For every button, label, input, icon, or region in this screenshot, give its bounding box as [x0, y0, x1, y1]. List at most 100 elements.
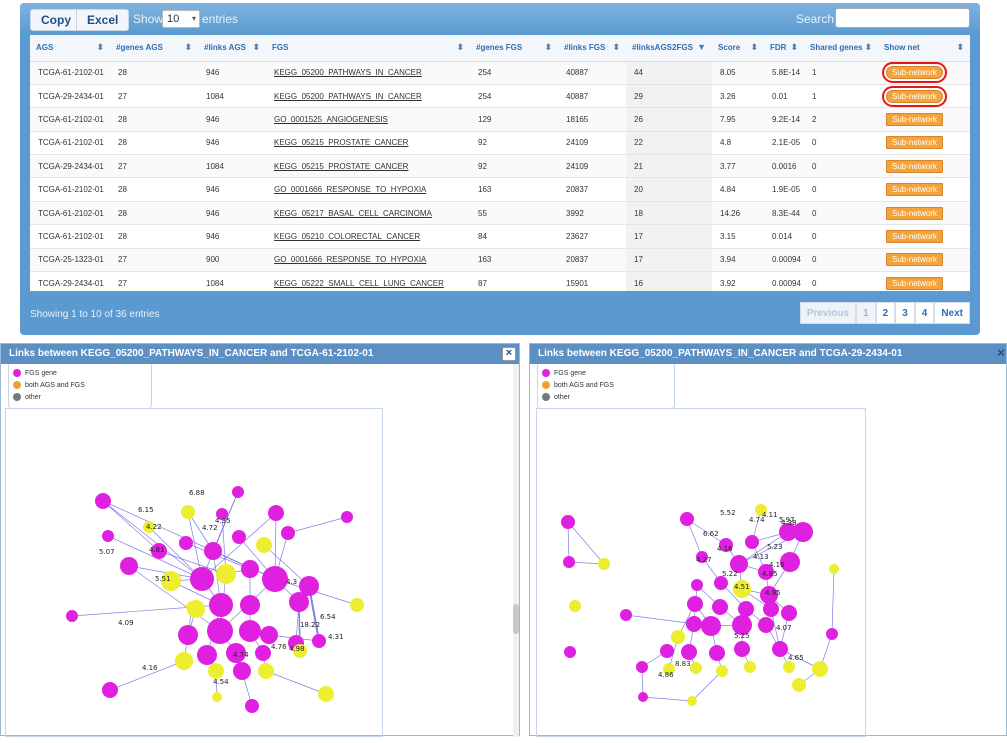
sub-network-button[interactable]: Sub-network — [886, 276, 943, 290]
column-header[interactable]: FDR ⬍ — [764, 35, 804, 62]
fgs-gene-node[interactable] — [262, 566, 288, 592]
network-edge[interactable] — [128, 565, 203, 580]
ags-gene-node[interactable] — [212, 692, 222, 702]
ags-gene-node[interactable] — [755, 504, 767, 516]
network-edge[interactable] — [201, 491, 239, 580]
ags-gene-node[interactable] — [256, 537, 272, 553]
close-icon[interactable]: × — [997, 345, 1005, 360]
fgs-gene-node[interactable] — [268, 505, 284, 521]
column-header[interactable]: #links FGS ⬍ — [558, 35, 626, 62]
network-edge[interactable] — [158, 550, 227, 575]
ags-gene-node[interactable] — [143, 521, 155, 533]
fgs-gene-node[interactable] — [563, 556, 575, 568]
fgs-gene-node[interactable] — [216, 508, 228, 520]
fgs-gene-node[interactable] — [826, 628, 838, 640]
ags-gene-node[interactable] — [216, 564, 236, 584]
sub-network-button[interactable]: Sub-network — [886, 136, 943, 150]
fgs-gene-node[interactable] — [233, 662, 251, 680]
fgs-gene-node[interactable] — [564, 646, 576, 658]
fgs-gene-node[interactable] — [561, 515, 575, 529]
fgs-gene-node[interactable] — [772, 641, 788, 657]
fgs-gene-node[interactable] — [232, 486, 244, 498]
fgs-gene-node[interactable] — [151, 543, 167, 559]
cell-fgs[interactable]: KEGG_05217_BASAL_CELL_CARCINOMA — [266, 201, 470, 226]
fgs-gene-node[interactable] — [197, 645, 217, 665]
fgs-gene-node[interactable] — [260, 626, 278, 644]
cell-fgs[interactable]: KEGG_05215_PROSTATE_CANCER — [266, 131, 470, 156]
column-header[interactable]: #genes AGS ⬍ — [110, 35, 198, 62]
fgs-gene-node[interactable] — [681, 644, 697, 660]
fgs-gene-node[interactable] — [781, 605, 797, 621]
column-header[interactable]: Shared genes ⬍ — [804, 35, 878, 62]
ags-gene-node[interactable] — [829, 564, 839, 574]
ags-gene-node[interactable] — [690, 662, 702, 674]
column-header[interactable]: Show net ⬍ — [878, 35, 970, 62]
column-header[interactable]: FGS ⬍ — [266, 35, 470, 62]
fgs-gene-node[interactable] — [190, 567, 214, 591]
sub-network-button[interactable]: Sub-network — [882, 85, 947, 107]
fgs-gene-node[interactable] — [714, 576, 728, 590]
fgs-gene-node[interactable] — [204, 542, 222, 560]
fgs-gene-node[interactable] — [732, 615, 752, 635]
sub-network-button[interactable]: Sub-network — [886, 229, 943, 243]
fgs-gene-node[interactable] — [709, 645, 725, 661]
search-input[interactable] — [835, 8, 970, 28]
fgs-gene-node[interactable] — [793, 522, 813, 542]
network-edge[interactable] — [109, 660, 185, 691]
sub-network-button[interactable]: Sub-network — [886, 183, 943, 197]
fgs-gene-node[interactable] — [738, 601, 754, 617]
excel-button[interactable]: Excel — [76, 9, 130, 31]
network-edge[interactable] — [686, 518, 727, 546]
fgs-gene-node[interactable] — [780, 552, 800, 572]
previous-page-button[interactable]: Previous — [799, 302, 857, 324]
page-4-button[interactable]: 4 — [914, 302, 935, 324]
scrollbar-track[interactable] — [513, 364, 519, 737]
network-edge[interactable] — [263, 544, 310, 587]
sub-network-button[interactable]: Sub-network — [882, 62, 947, 84]
network-edge[interactable] — [738, 531, 789, 565]
copy-button[interactable]: Copy — [30, 9, 82, 31]
ags-gene-node[interactable] — [175, 652, 193, 670]
cell-fgs[interactable]: KEGG_05200_PATHWAYS_IN_CANCER — [266, 61, 470, 85]
cell-fgs[interactable]: KEGG_05210_COLORECTAL_CANCER — [266, 224, 470, 249]
ags-gene-node[interactable] — [744, 661, 756, 673]
network-edge[interactable] — [148, 526, 203, 580]
page-3-button[interactable]: 3 — [895, 302, 915, 324]
ags-gene-node[interactable] — [181, 505, 195, 519]
network-edge[interactable] — [642, 696, 693, 702]
network-canvas[interactable]: 5.52 4.74 5.97 4.11 4.38 6.62 4.16 5.23 4.27 4.13… — [536, 408, 866, 737]
next-page-button[interactable]: Next — [934, 302, 970, 324]
fgs-gene-node[interactable] — [95, 493, 111, 509]
network-canvas[interactable]: 6.15 6.88 4.72 4.22 4.35 4.81 5.51 4.09 4.3 6.54 1… — [5, 408, 383, 737]
network-edge[interactable] — [201, 512, 277, 580]
network-edge[interactable] — [691, 670, 723, 702]
ags-gene-node[interactable] — [663, 663, 675, 675]
fgs-gene-node[interactable] — [102, 682, 118, 698]
sub-network-button[interactable]: Sub-network — [886, 112, 943, 126]
ags-gene-node[interactable] — [186, 601, 198, 613]
ags-gene-node[interactable] — [598, 558, 610, 570]
network-edge[interactable] — [287, 516, 348, 534]
network-edge[interactable] — [265, 670, 327, 695]
fgs-gene-node[interactable] — [730, 555, 748, 573]
fgs-gene-node[interactable] — [179, 536, 193, 550]
scrollbar-thumb[interactable] — [513, 604, 519, 634]
fgs-gene-node[interactable] — [241, 560, 259, 578]
cell-fgs[interactable]: GO_0001525_ANGIOGENESIS — [266, 107, 470, 132]
close-icon[interactable]: × — [502, 347, 516, 361]
ags-gene-node[interactable] — [258, 663, 274, 679]
column-header[interactable]: #linksAGS2FGS ▼ — [626, 35, 712, 62]
fgs-gene-node[interactable] — [289, 592, 309, 612]
fgs-gene-node[interactable] — [178, 625, 198, 645]
ags-gene-node[interactable] — [716, 665, 728, 677]
page-1-button[interactable]: 1 — [856, 302, 876, 324]
fgs-gene-node[interactable] — [281, 526, 295, 540]
fgs-gene-node[interactable] — [701, 616, 721, 636]
fgs-gene-node[interactable] — [341, 511, 353, 523]
page-size-select[interactable]: 10 ▾ — [162, 10, 200, 28]
network-graph[interactable]: 6.15 6.88 4.72 4.22 4.35 4.81 5.51 4.09 4.3 6.541… — [6, 409, 384, 738]
network-edge[interactable] — [102, 500, 160, 552]
page-2-button[interactable]: 2 — [875, 302, 896, 324]
fgs-gene-node[interactable] — [779, 523, 797, 541]
cell-fgs[interactable]: KEGG_05222_SMALL_CELL_LUNG_CANCER — [266, 271, 470, 291]
